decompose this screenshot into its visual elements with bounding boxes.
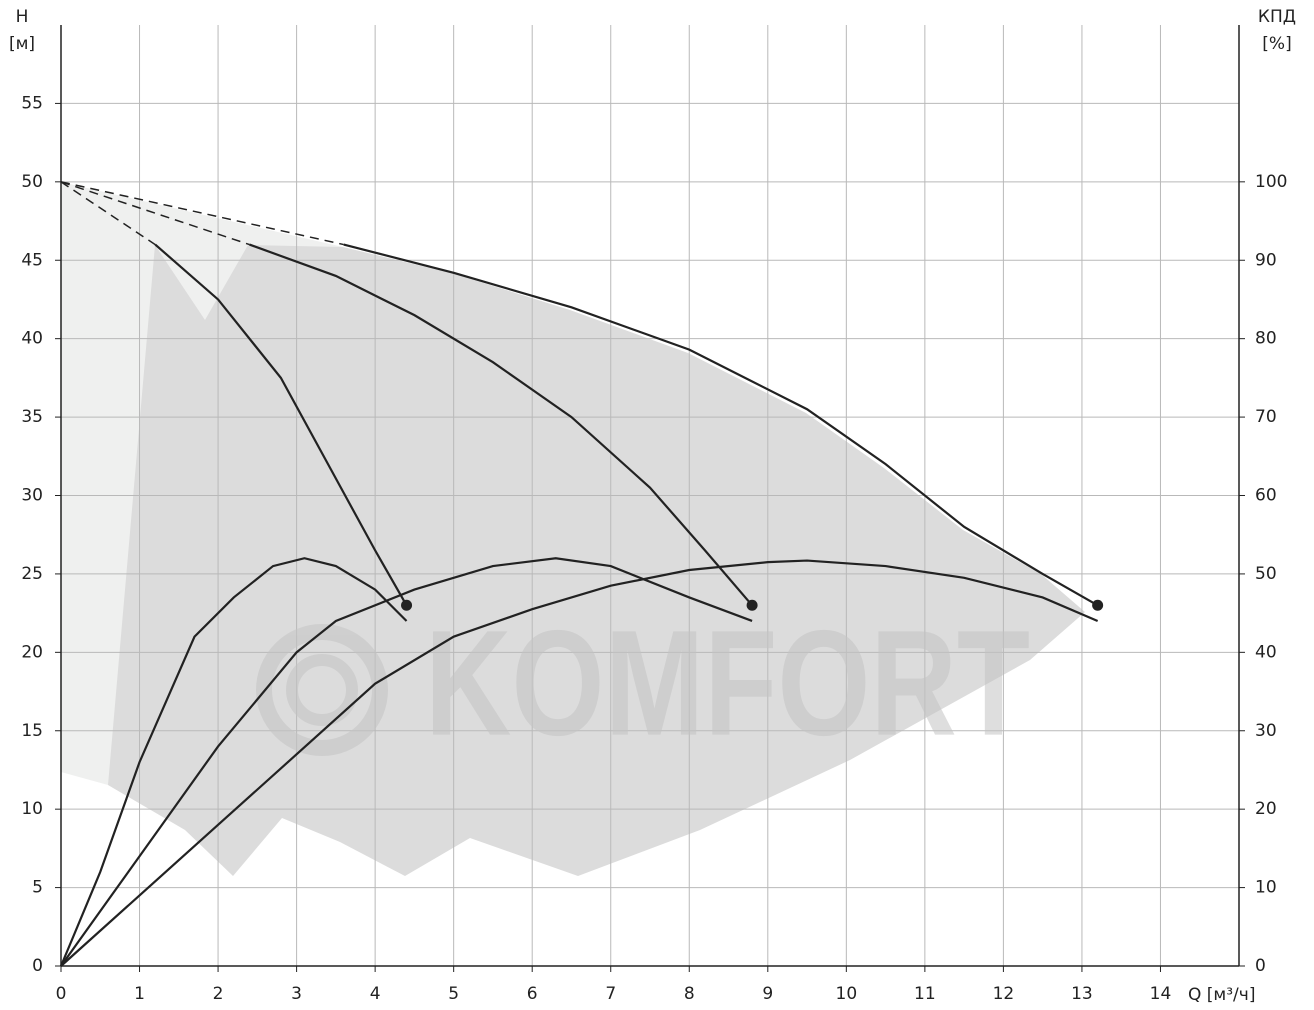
y2-tick-label: 0 <box>1255 956 1266 976</box>
x-tick-label: 6 <box>527 984 538 1004</box>
y2-tick-label: 50 <box>1255 564 1277 584</box>
y2-tick-label: 40 <box>1255 642 1277 662</box>
efficiency-curve <box>59 557 408 967</box>
y-tick-label: 50 <box>21 172 43 192</box>
y-tick-label: 30 <box>21 486 43 506</box>
y2-tick-label: 70 <box>1255 407 1277 427</box>
x-tick-label: 14 <box>1150 984 1172 1004</box>
x-tick-label: 2 <box>213 984 224 1004</box>
y-tick-label: 10 <box>21 799 43 819</box>
head-curve <box>343 243 1099 607</box>
y-tick-label: 45 <box>21 250 43 270</box>
x-tick-label: 11 <box>914 984 936 1004</box>
x-tick-label: 5 <box>448 984 459 1004</box>
x-tick-label: 3 <box>291 984 302 1004</box>
logo-ring <box>286 654 358 726</box>
y-tick-label: 40 <box>21 329 43 349</box>
y-axis-unit: [м] <box>9 34 35 54</box>
operating-region <box>108 245 1085 876</box>
efficiency-curve <box>60 557 753 967</box>
y2-tick-label: 20 <box>1255 799 1277 819</box>
y-tick-label: 20 <box>21 642 43 662</box>
y2-axis-unit: [%] <box>1262 34 1291 54</box>
y-tick-label: 15 <box>21 721 43 741</box>
y-tick-label: 0 <box>32 956 43 976</box>
y-tick-label: 5 <box>32 878 43 898</box>
end-marker <box>401 599 413 611</box>
y-tick-label: 35 <box>21 407 43 427</box>
y2-tick-label: 10 <box>1255 878 1277 898</box>
x-tick-label: 12 <box>993 984 1015 1004</box>
x-tick-label: 4 <box>370 984 381 1004</box>
y2-tick-label: 80 <box>1255 329 1277 349</box>
y-tick-label: 25 <box>21 564 43 584</box>
y-axis-label: H <box>16 7 29 27</box>
x-tick-label: 10 <box>836 984 858 1004</box>
efficiency-curve <box>60 559 1099 967</box>
y2-tick-label: 90 <box>1255 250 1277 270</box>
end-marker <box>746 599 758 611</box>
x-tick-label: 0 <box>56 984 67 1004</box>
x-tick-label: 13 <box>1071 984 1093 1004</box>
end-marker <box>1092 599 1104 611</box>
x-tick-label: 7 <box>605 984 616 1004</box>
head-curve <box>249 243 753 606</box>
y2-tick-label: 30 <box>1255 721 1277 741</box>
head-curve <box>154 243 408 606</box>
head-curve <box>60 181 250 246</box>
head-curve <box>60 181 156 246</box>
x-tick-label: 1 <box>134 984 145 1004</box>
x-tick-label: 8 <box>684 984 695 1004</box>
y2-tick-label: 60 <box>1255 486 1277 506</box>
y-tick-label: 55 <box>21 93 43 113</box>
y2-tick-label: 100 <box>1255 172 1287 192</box>
y2-axis-label: КПД <box>1258 7 1296 27</box>
x-tick-label: 9 <box>762 984 773 1004</box>
x-axis-label: Q [м³/ч] <box>1188 985 1255 1005</box>
head-curve <box>60 181 344 246</box>
watermark: KOMFORT <box>256 599 1030 767</box>
watermark-text: KOMFORT <box>425 599 1030 767</box>
